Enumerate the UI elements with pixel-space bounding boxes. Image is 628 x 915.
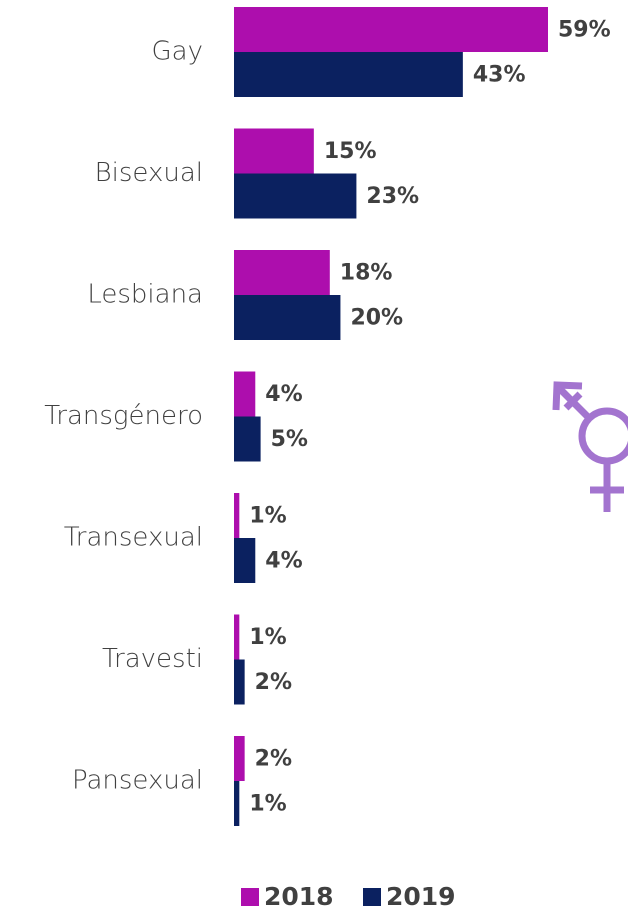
category-label: Transgénero [44, 401, 203, 431]
bar [234, 781, 240, 826]
transgender-symbol [552, 381, 628, 512]
value-label: 43% [473, 63, 526, 88]
value-label: 23% [366, 184, 419, 209]
bar [234, 295, 341, 340]
category-label: Gay [152, 37, 203, 67]
value-label: 5% [271, 427, 308, 452]
bar [234, 493, 240, 538]
bar [234, 250, 330, 295]
legend-swatch [241, 888, 259, 906]
legend-label: 2019 [386, 882, 456, 911]
bar [234, 128, 314, 174]
bar [234, 416, 261, 462]
value-label: 59% [558, 18, 611, 43]
category-label: Travesti [102, 644, 203, 674]
value-label: 18% [340, 261, 393, 286]
value-label: 1% [249, 504, 286, 529]
value-label: 4% [265, 382, 302, 407]
bar [234, 7, 548, 52]
category-label: Lesbiana [87, 280, 203, 310]
value-label: 15% [324, 139, 377, 164]
bar [234, 173, 357, 219]
bar [234, 52, 463, 97]
bar [234, 614, 240, 660]
legend-swatch [363, 888, 381, 906]
bar [234, 736, 245, 781]
value-label: 2% [255, 747, 292, 772]
category-label: Pansexual [72, 766, 203, 796]
value-label: 20% [350, 306, 403, 331]
value-label: 4% [265, 549, 302, 574]
value-label: 1% [249, 792, 286, 817]
category-label: Transexual [64, 523, 203, 553]
bar [234, 371, 256, 417]
bar [234, 538, 256, 583]
category-label: Bisexual [95, 158, 203, 188]
legend-label: 2018 [264, 882, 334, 911]
value-label: 1% [249, 625, 286, 650]
value-label: 2% [255, 670, 292, 695]
bar [234, 659, 245, 705]
